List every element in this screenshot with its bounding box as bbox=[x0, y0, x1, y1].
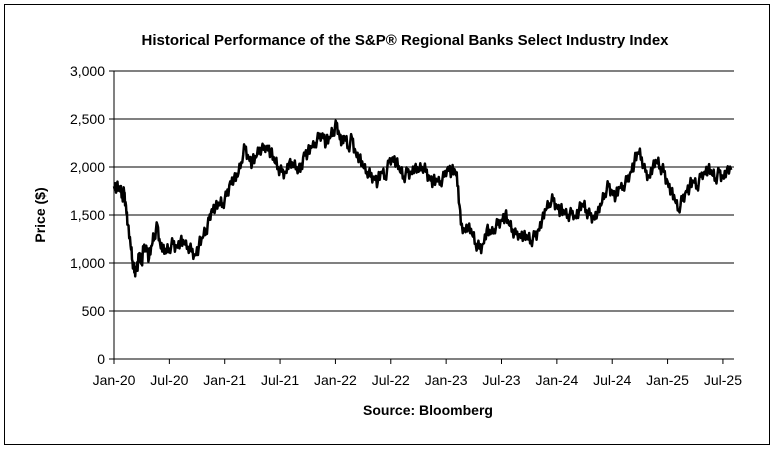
chart-title: Historical Performance of the S&P® Regio… bbox=[141, 32, 669, 49]
y-axis-ticks: 0 500 1,000 1,500 2,000 2,500 3,000 bbox=[70, 63, 114, 367]
series-line bbox=[112, 119, 733, 278]
x-tick-label: Jul-23 bbox=[482, 372, 520, 388]
x-tick-label: Jul-25 bbox=[704, 372, 742, 388]
series-group bbox=[112, 119, 733, 278]
y-tick-label: 0 bbox=[97, 351, 105, 367]
x-tick-label: Jan-21 bbox=[203, 372, 246, 388]
y-tick-label: 2,500 bbox=[70, 111, 105, 127]
x-tick-label: Jan-20 bbox=[93, 372, 136, 388]
y-tick-label: 2,000 bbox=[70, 159, 105, 175]
x-axis-ticks: Jan-20 Jul-20 Jan-21 Jul-21 Jan-22 Jul-22 Jan-… bbox=[93, 359, 742, 388]
y-tick-label: 3,000 bbox=[70, 63, 105, 79]
x-tick-label: Jul-20 bbox=[150, 372, 188, 388]
line-chart: 0 500 1,000 1,500 2,000 2,500 3,000 Jan-20 Jul-… bbox=[32, 32, 742, 418]
x-tick-label: Jan-22 bbox=[314, 372, 357, 388]
x-tick-label: Jan-23 bbox=[425, 372, 468, 388]
x-tick-label: Jan-24 bbox=[535, 372, 578, 388]
y-tick-label: 1,000 bbox=[70, 255, 105, 271]
x-tick-label: Jan-25 bbox=[646, 372, 689, 388]
y-tick-label: 1,500 bbox=[70, 207, 105, 223]
x-axis-title: Source: Bloomberg bbox=[363, 402, 493, 418]
y-axis-title: Price ($) bbox=[32, 187, 48, 242]
gridlines bbox=[114, 70, 734, 312]
x-tick-label: Jul-24 bbox=[593, 372, 631, 388]
chart-frame: 0 500 1,000 1,500 2,000 2,500 3,000 Jan-20 Jul-… bbox=[4, 4, 770, 445]
y-tick-label: 500 bbox=[82, 303, 106, 319]
x-tick-label: Jul-22 bbox=[372, 372, 410, 388]
x-tick-label: Jul-21 bbox=[261, 372, 299, 388]
